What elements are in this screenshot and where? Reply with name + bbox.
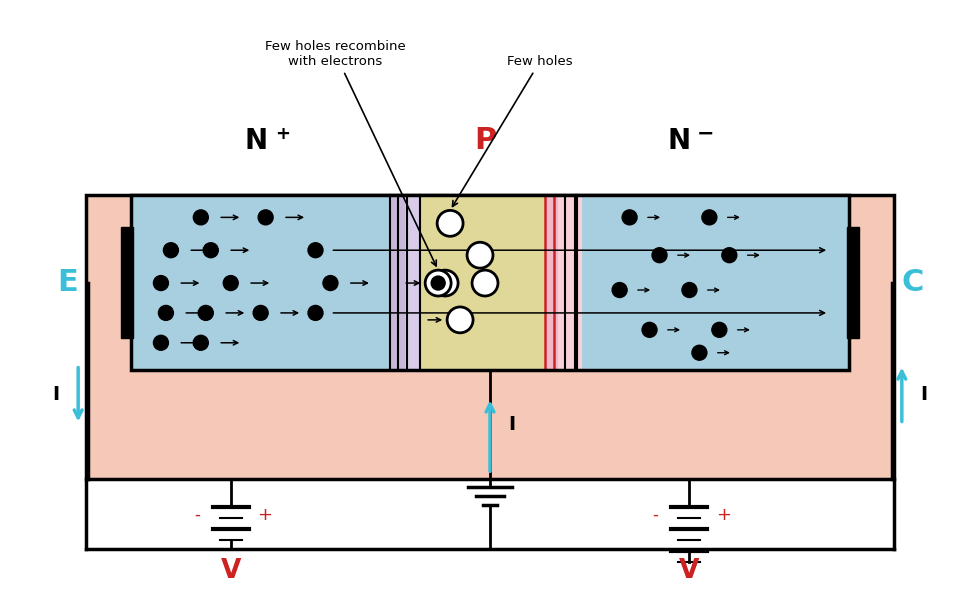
Circle shape xyxy=(154,335,169,350)
Text: V: V xyxy=(679,558,700,584)
Bar xyxy=(405,195,422,370)
Bar xyxy=(582,195,849,370)
Text: I: I xyxy=(920,385,927,404)
Circle shape xyxy=(432,270,458,296)
Text: E: E xyxy=(58,268,78,297)
Circle shape xyxy=(154,276,169,290)
Circle shape xyxy=(682,283,697,297)
Circle shape xyxy=(467,242,493,268)
Text: V: V xyxy=(220,558,241,584)
Bar xyxy=(558,195,582,370)
Circle shape xyxy=(472,270,498,296)
Circle shape xyxy=(308,242,323,258)
Text: -: - xyxy=(653,506,659,524)
Text: I: I xyxy=(53,385,60,404)
Text: +: + xyxy=(715,506,731,524)
Bar xyxy=(390,195,405,370)
Text: +: + xyxy=(257,506,272,524)
Circle shape xyxy=(193,335,209,350)
Circle shape xyxy=(223,276,238,290)
Circle shape xyxy=(711,322,727,337)
Circle shape xyxy=(258,210,273,225)
Bar xyxy=(847,227,858,338)
Circle shape xyxy=(198,306,214,320)
Text: Few holes: Few holes xyxy=(453,55,572,206)
Circle shape xyxy=(253,306,269,320)
Circle shape xyxy=(622,210,637,225)
Bar xyxy=(131,195,849,370)
Circle shape xyxy=(425,270,451,296)
Circle shape xyxy=(164,242,178,258)
Circle shape xyxy=(437,211,464,236)
Text: −: − xyxy=(697,124,714,144)
Circle shape xyxy=(612,283,627,297)
Circle shape xyxy=(203,242,219,258)
Circle shape xyxy=(193,210,209,225)
Bar xyxy=(545,195,558,370)
Text: N: N xyxy=(244,127,268,155)
Circle shape xyxy=(323,276,338,290)
Text: I: I xyxy=(509,415,515,434)
Text: +: + xyxy=(275,124,290,143)
Circle shape xyxy=(308,306,323,320)
Bar xyxy=(86,195,894,479)
Circle shape xyxy=(652,248,667,263)
Circle shape xyxy=(431,276,445,290)
Text: Few holes recombine
with electrons: Few holes recombine with electrons xyxy=(265,40,436,266)
Bar xyxy=(422,195,545,370)
Bar xyxy=(131,195,390,370)
Text: P: P xyxy=(474,126,496,155)
Circle shape xyxy=(722,248,737,263)
Circle shape xyxy=(159,306,173,320)
Text: C: C xyxy=(902,268,924,297)
Text: -: - xyxy=(194,506,200,524)
Circle shape xyxy=(692,345,707,360)
Circle shape xyxy=(642,322,657,337)
Circle shape xyxy=(447,307,473,333)
Text: N: N xyxy=(668,127,691,155)
Circle shape xyxy=(702,210,716,225)
Bar xyxy=(122,227,133,338)
